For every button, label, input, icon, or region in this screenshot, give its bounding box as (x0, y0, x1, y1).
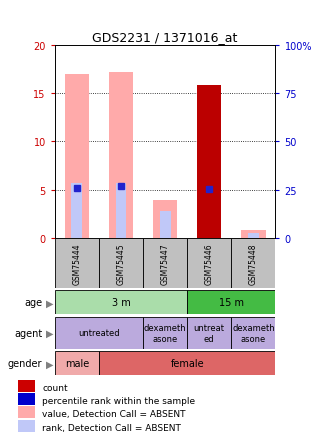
Bar (55, 239, 99, 289)
Bar (55, 291, 187, 315)
Bar (187, 291, 275, 315)
Bar (18, 420, 35, 432)
Text: female: female (170, 358, 204, 368)
Bar (55, 317, 143, 349)
Bar (143, 317, 187, 349)
Text: GSM75445: GSM75445 (116, 243, 126, 284)
Text: percentile rank within the sample: percentile rank within the sample (42, 396, 195, 405)
Text: GSM75448: GSM75448 (249, 243, 258, 284)
Bar (231, 239, 275, 289)
Bar (115, 184, 126, 239)
Text: count: count (42, 383, 68, 392)
Text: GSM75447: GSM75447 (161, 243, 170, 284)
Text: gender: gender (8, 358, 42, 368)
Text: GSM75444: GSM75444 (72, 243, 81, 284)
Text: GSM75446: GSM75446 (205, 243, 214, 284)
Bar (143, 239, 187, 289)
Bar (109, 72, 133, 239)
Text: dexameth
asone: dexameth asone (144, 323, 187, 343)
Bar (241, 230, 265, 239)
Title: GDS2231 / 1371016_at: GDS2231 / 1371016_at (92, 31, 238, 44)
Bar (55, 352, 99, 375)
Bar (18, 393, 35, 405)
Text: ▶: ▶ (46, 298, 54, 308)
Text: ▶: ▶ (46, 328, 54, 338)
Bar (65, 75, 89, 239)
Bar (153, 200, 177, 239)
Text: rank, Detection Call = ABSENT: rank, Detection Call = ABSENT (42, 423, 181, 432)
Bar (160, 212, 171, 239)
Text: untreat
ed: untreat ed (194, 323, 225, 343)
Bar (18, 406, 35, 418)
Text: age: age (24, 298, 42, 308)
Text: 3 m: 3 m (112, 298, 130, 308)
Bar (99, 239, 143, 289)
Text: male: male (65, 358, 89, 368)
Text: untreated: untreated (78, 329, 120, 338)
Bar (231, 317, 275, 349)
Bar (187, 317, 231, 349)
Bar (99, 352, 275, 375)
Bar (71, 184, 82, 239)
Text: 15 m: 15 m (219, 298, 244, 308)
Bar (248, 234, 259, 239)
Bar (187, 239, 231, 289)
Text: ▶: ▶ (46, 358, 54, 368)
Text: agent: agent (14, 328, 42, 338)
Bar (197, 86, 221, 239)
Bar (18, 380, 35, 392)
Text: dexameth
asone: dexameth asone (232, 323, 275, 343)
Text: value, Detection Call = ABSENT: value, Detection Call = ABSENT (42, 409, 186, 418)
